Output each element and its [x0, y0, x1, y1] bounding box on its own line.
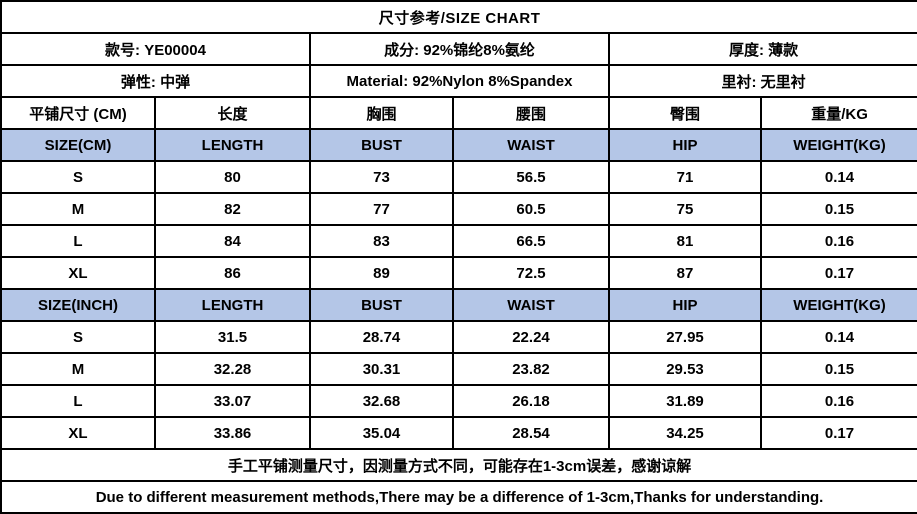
- measure-cell: 84: [154, 224, 311, 258]
- col-header-hip-cn: 臀围: [608, 96, 762, 130]
- section-header-size-inch: SIZE(INCH): [0, 288, 156, 322]
- measure-cell: 66.5: [452, 224, 610, 258]
- measure-cell: 31.89: [608, 384, 762, 418]
- measure-cell: 22.24: [452, 320, 610, 354]
- measure-cell: 32.68: [309, 384, 454, 418]
- size-cell: S: [0, 160, 156, 194]
- info-cell-composition-cn: 成分: 92%锦纶8%氨纶: [309, 32, 610, 66]
- chart-title: 尺寸参考/SIZE CHART: [0, 0, 917, 34]
- measure-cell: 0.14: [759, 160, 917, 194]
- size-cell: S: [0, 320, 156, 354]
- size-cell: XL: [0, 416, 156, 450]
- measure-cell: 27.95: [608, 320, 762, 354]
- size-cell: L: [0, 224, 156, 258]
- data-row-cm-xl: XL 86 89 72.5 87 0.17: [0, 256, 917, 290]
- measure-cell: 0.16: [759, 224, 917, 258]
- section-header-length: LENGTH: [154, 128, 311, 162]
- title-row: 尺寸参考/SIZE CHART: [0, 0, 917, 34]
- info-cell-elasticity: 弹性: 中弹: [0, 64, 311, 98]
- measure-cell: 72.5: [452, 256, 610, 290]
- measure-cell: 28.54: [452, 416, 610, 450]
- col-header-flat-size-cm: 平铺尺寸 (CM): [0, 96, 156, 130]
- section-header-bust: BUST: [309, 128, 454, 162]
- measure-cell: 33.86: [154, 416, 311, 450]
- section-header-bust: BUST: [309, 288, 454, 322]
- col-header-bust-cn: 胸围: [309, 96, 454, 130]
- col-header-weight-cn: 重量/KG: [759, 96, 917, 130]
- section-header-row-cm: SIZE(CM) LENGTH BUST WAIST HIP WEIGHT(KG…: [0, 128, 917, 162]
- col-header-length-cn: 长度: [154, 96, 311, 130]
- section-header-row-inch: SIZE(INCH) LENGTH BUST WAIST HIP WEIGHT(…: [0, 288, 917, 322]
- measure-cell: 82: [154, 192, 311, 226]
- section-header-weight: WEIGHT(KG): [759, 128, 917, 162]
- section-header-waist: WAIST: [452, 288, 610, 322]
- measure-cell: 33.07: [154, 384, 311, 418]
- measurement-note-en: Due to different measurement methods,The…: [0, 480, 917, 514]
- info-row-2: 弹性: 中弹 Material: 92%Nylon 8%Spandex 里衬: …: [0, 64, 917, 98]
- measure-cell: 87: [608, 256, 762, 290]
- section-header-size-cm: SIZE(CM): [0, 128, 156, 162]
- column-header-row-cn: 平铺尺寸 (CM) 长度 胸围 腰围 臀围 重量/KG: [0, 96, 917, 130]
- data-row-cm-l: L 84 83 66.5 81 0.16: [0, 224, 917, 258]
- measure-cell: 0.16: [759, 384, 917, 418]
- data-row-inch-s: S 31.5 28.74 22.24 27.95 0.14: [0, 320, 917, 354]
- col-header-waist-cn: 腰围: [452, 96, 610, 130]
- measure-cell: 86: [154, 256, 311, 290]
- measure-cell: 73: [309, 160, 454, 194]
- measure-cell: 23.82: [452, 352, 610, 386]
- note-row-cn: 手工平铺测量尺寸，因测量方式不同，可能存在1-3cm误差，感谢谅解: [0, 448, 917, 482]
- measure-cell: 0.17: [759, 256, 917, 290]
- size-cell: M: [0, 352, 156, 386]
- measure-cell: 83: [309, 224, 454, 258]
- measure-cell: 81: [608, 224, 762, 258]
- measure-cell: 56.5: [452, 160, 610, 194]
- section-header-length: LENGTH: [154, 288, 311, 322]
- size-cell: L: [0, 384, 156, 418]
- measure-cell: 0.15: [759, 352, 917, 386]
- info-cell-model-number: 款号: YE00004: [0, 32, 311, 66]
- measure-cell: 60.5: [452, 192, 610, 226]
- measure-cell: 31.5: [154, 320, 311, 354]
- info-row-1: 款号: YE00004 成分: 92%锦纶8%氨纶 厚度: 薄款: [0, 32, 917, 66]
- measure-cell: 0.14: [759, 320, 917, 354]
- measure-cell: 32.28: [154, 352, 311, 386]
- info-cell-thickness: 厚度: 薄款: [607, 32, 917, 66]
- measure-cell: 28.74: [309, 320, 454, 354]
- measure-cell: 26.18: [452, 384, 610, 418]
- measure-cell: 30.31: [309, 352, 454, 386]
- section-header-hip: HIP: [608, 128, 762, 162]
- measure-cell: 35.04: [309, 416, 454, 450]
- measure-cell: 0.17: [759, 416, 917, 450]
- measure-cell: 80: [154, 160, 311, 194]
- data-row-inch-l: L 33.07 32.68 26.18 31.89 0.16: [0, 384, 917, 418]
- data-row-cm-s: S 80 73 56.5 71 0.14: [0, 160, 917, 194]
- measure-cell: 29.53: [608, 352, 762, 386]
- data-row-cm-m: M 82 77 60.5 75 0.15: [0, 192, 917, 226]
- size-cell: M: [0, 192, 156, 226]
- size-cell: XL: [0, 256, 156, 290]
- info-cell-material-en: Material: 92%Nylon 8%Spandex: [309, 64, 610, 98]
- measure-cell: 75: [608, 192, 762, 226]
- section-header-waist: WAIST: [452, 128, 610, 162]
- section-header-weight: WEIGHT(KG): [759, 288, 917, 322]
- info-cell-lining: 里衬: 无里衬: [607, 64, 917, 98]
- measure-cell: 34.25: [608, 416, 762, 450]
- measure-cell: 71: [608, 160, 762, 194]
- measure-cell: 0.15: [759, 192, 917, 226]
- data-row-inch-xl: XL 33.86 35.04 28.54 34.25 0.17: [0, 416, 917, 450]
- measurement-note-cn: 手工平铺测量尺寸，因测量方式不同，可能存在1-3cm误差，感谢谅解: [0, 448, 917, 482]
- measure-cell: 89: [309, 256, 454, 290]
- measure-cell: 77: [309, 192, 454, 226]
- note-row-en: Due to different measurement methods,The…: [0, 480, 917, 514]
- data-row-inch-m: M 32.28 30.31 23.82 29.53 0.15: [0, 352, 917, 386]
- section-header-hip: HIP: [608, 288, 762, 322]
